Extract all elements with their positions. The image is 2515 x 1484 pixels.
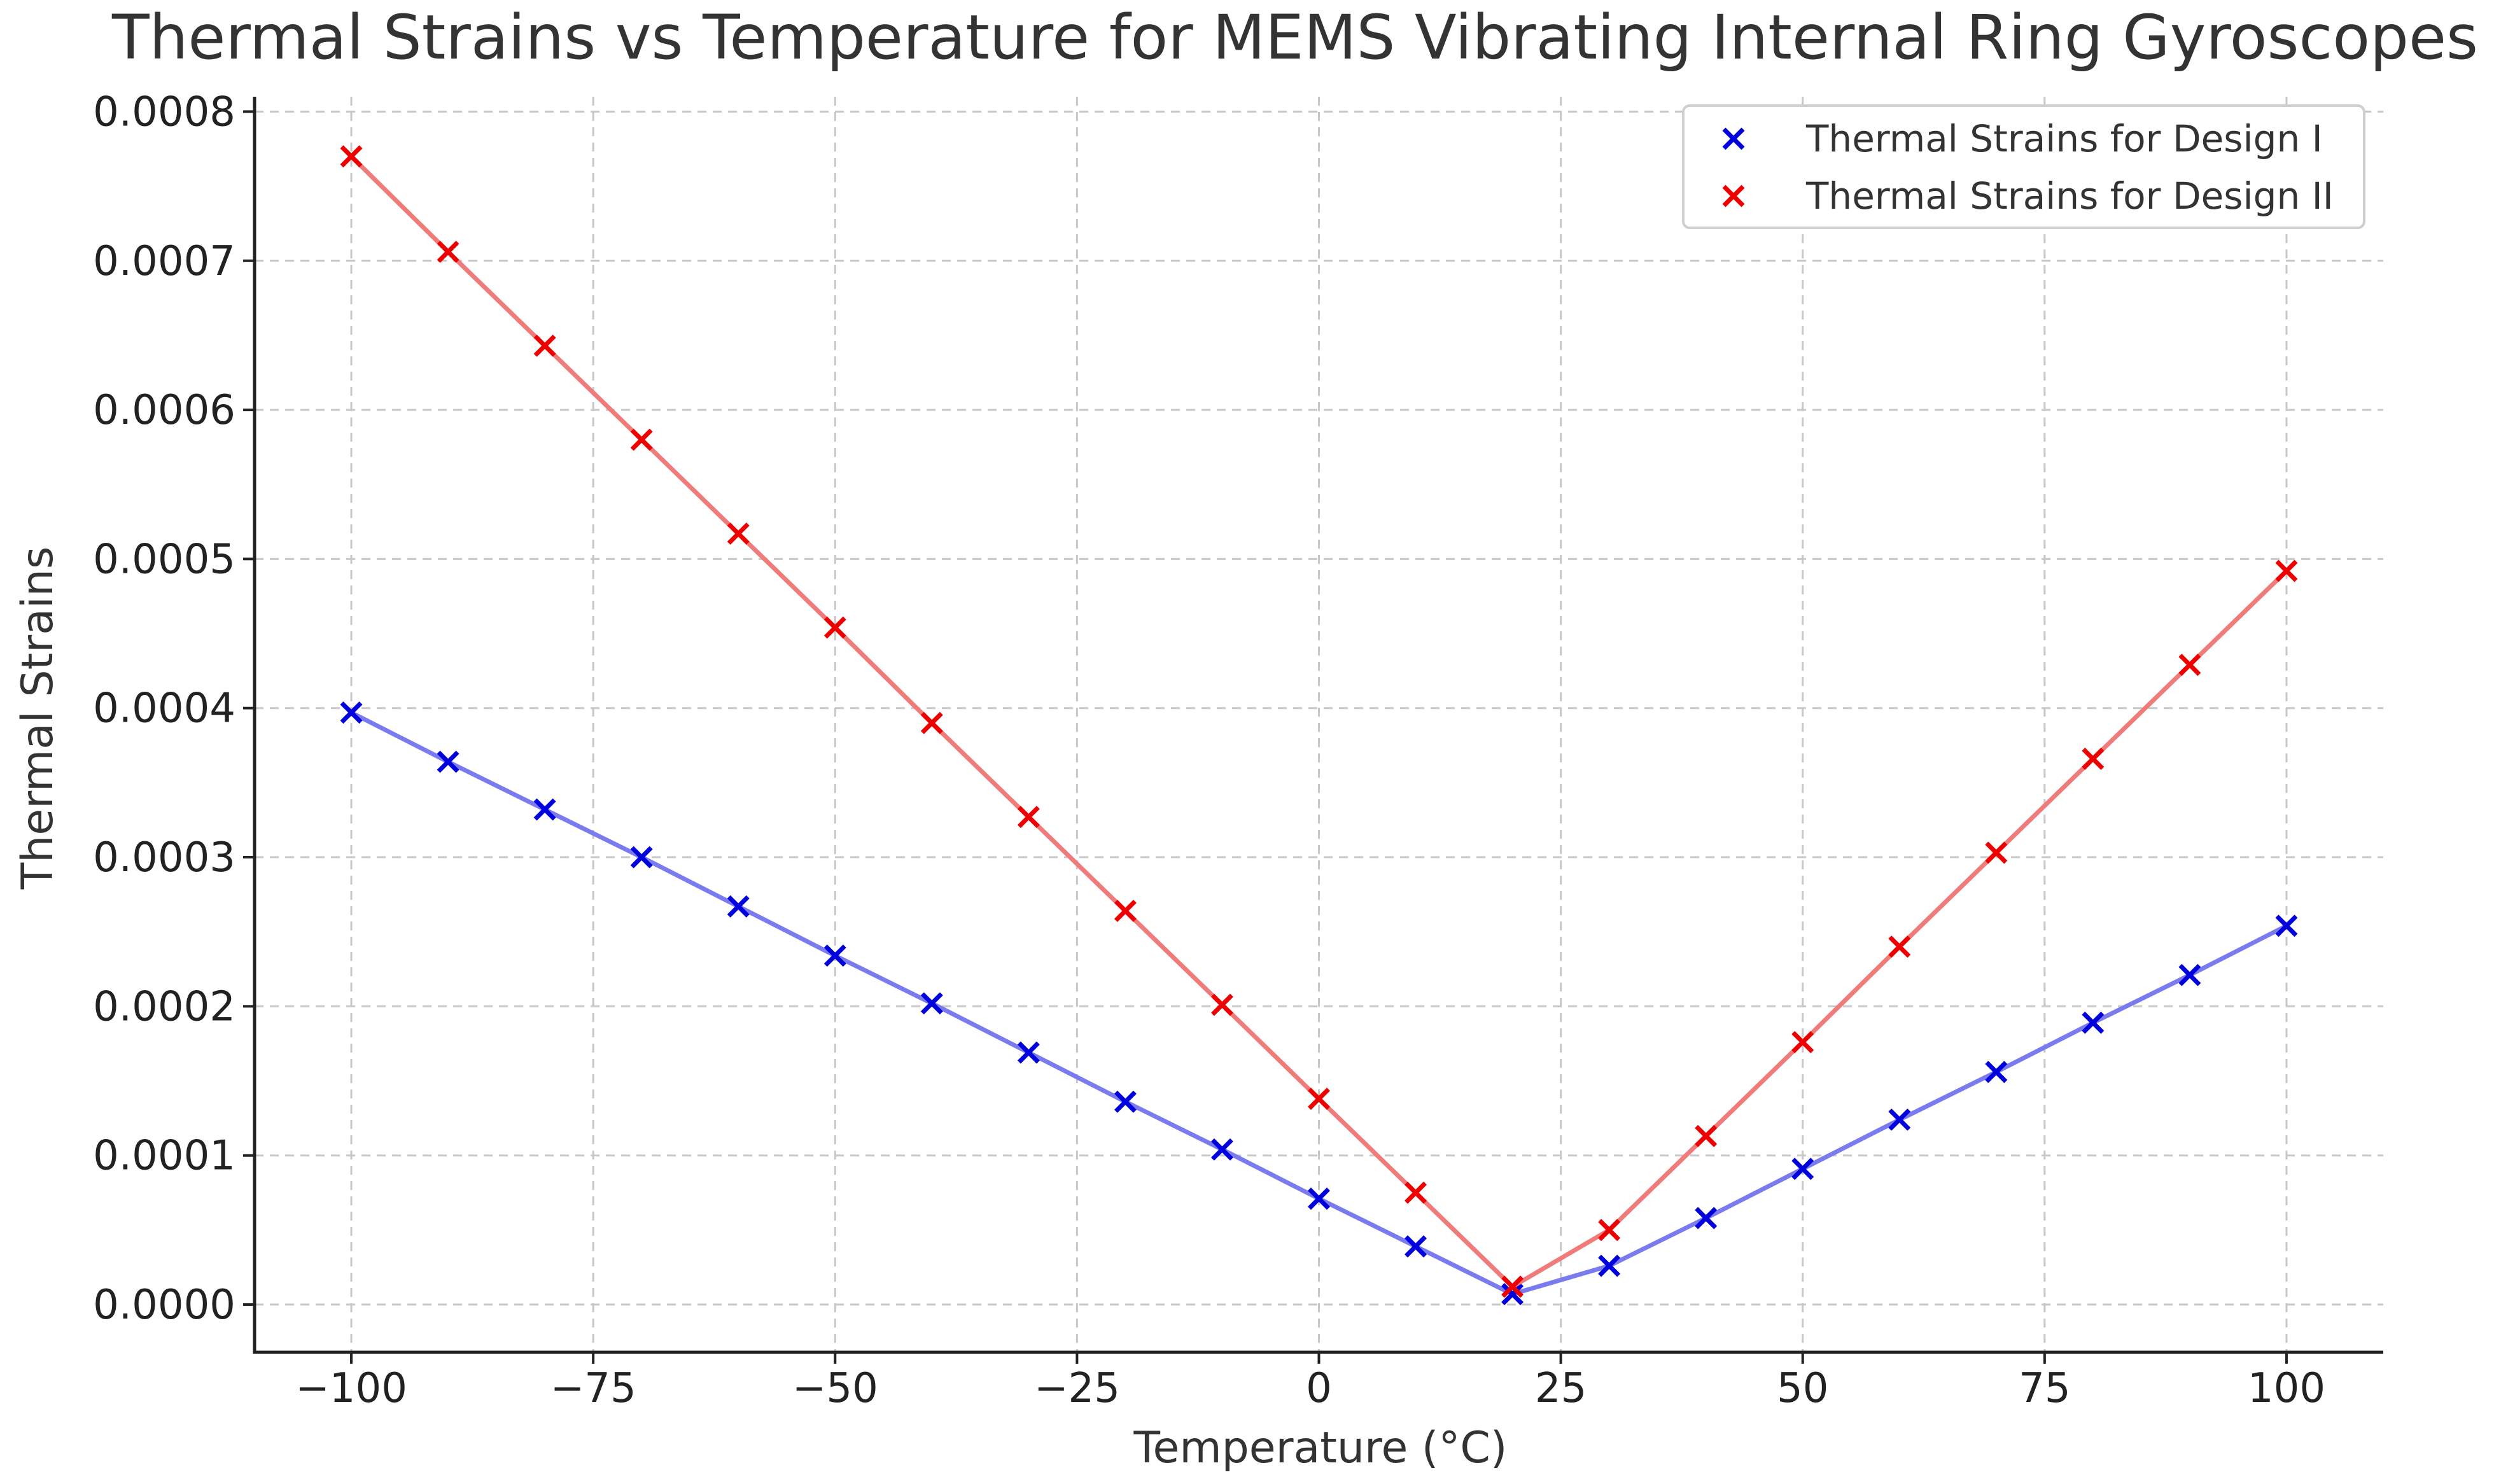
y-tick-label: 0.0005 — [93, 536, 235, 583]
data-point-marker — [2275, 559, 2298, 582]
x-tick-label: 50 — [1777, 1365, 1828, 1412]
data-point-marker — [1888, 935, 1911, 958]
data-point-marker — [1598, 1219, 1621, 1242]
data-point-marker — [1888, 1108, 1911, 1131]
data-point-marker — [533, 334, 556, 357]
y-tick-label: 0.0000 — [93, 1282, 235, 1329]
legend-marker-2 — [1722, 185, 1745, 207]
data-point-marker — [1114, 899, 1137, 922]
data-point-marker — [1791, 1031, 1814, 1054]
data-point-marker — [1308, 1088, 1330, 1110]
y-axis-label: Thermal Strains — [13, 547, 63, 890]
x-tick-label: −25 — [1034, 1365, 1120, 1412]
x-axis-label: Temperature (°C) — [1133, 1423, 1508, 1473]
y-tick-label: 0.0007 — [93, 238, 235, 285]
data-point-marker — [2178, 654, 2201, 676]
data-point-marker — [823, 944, 846, 967]
data-point-marker — [340, 145, 363, 168]
data-point-marker — [1598, 1254, 1621, 1277]
data-point-marker — [823, 616, 846, 639]
y-tick-label: 0.0003 — [93, 834, 235, 881]
chart-title: Thermal Strains vs Temperature for MEMS … — [111, 2, 2478, 73]
legend: Thermal Strains for Design I Thermal Stra… — [1682, 104, 2365, 229]
x-tick-label: −50 — [792, 1365, 878, 1412]
data-point-marker — [1501, 1275, 1524, 1298]
legend-box — [1682, 104, 2365, 229]
grid-layer — [255, 97, 2383, 1352]
axes-spines — [253, 97, 2383, 1354]
x-tick-label: −100 — [295, 1365, 407, 1412]
x-tick-label: 100 — [2248, 1365, 2325, 1412]
axes-layer: −100 −75 −50 −25 0 25 50 75 100 0.0000 0.0001 0.000… — [93, 88, 2383, 1412]
data-point-marker — [1308, 1187, 1330, 1210]
data-point-marker — [630, 846, 653, 869]
y-tick-label: 0.0006 — [93, 387, 235, 434]
data-point-marker — [920, 992, 943, 1015]
data-point-marker — [1985, 841, 2008, 864]
data-point-marker — [1501, 1283, 1524, 1306]
data-point-marker — [1210, 993, 1233, 1016]
y-tick-label: 0.0004 — [93, 685, 235, 732]
data-point-marker — [533, 798, 556, 821]
y-tick-label: 0.0001 — [93, 1133, 235, 1180]
y-tick-label: 0.0008 — [93, 88, 235, 136]
x-tick-label: 25 — [1535, 1365, 1587, 1412]
data-point-marker — [1985, 1060, 2008, 1083]
legend-marker-1 — [1722, 127, 1745, 150]
x-tick-label: 75 — [2019, 1365, 2070, 1412]
data-point-marker — [727, 522, 750, 545]
data-point-marker — [2082, 1011, 2105, 1034]
data-point-marker — [920, 711, 943, 734]
data-point-marker — [2082, 747, 2105, 770]
data-point-marker — [2275, 914, 2298, 937]
data-point-marker — [1210, 1138, 1233, 1161]
data-point-marker — [1405, 1181, 1427, 1204]
data-point-marker — [1695, 1207, 1718, 1229]
series-layer — [340, 145, 2298, 1306]
data-point-marker — [1791, 1158, 1814, 1180]
data-point-marker — [1405, 1235, 1427, 1258]
data-point-marker — [2178, 963, 2201, 986]
data-point-marker — [1114, 1090, 1137, 1113]
data-point-marker — [1017, 806, 1040, 829]
data-point-marker — [340, 701, 363, 724]
data-point-marker — [1017, 1041, 1040, 1064]
legend-label-2: Thermal Strains for Design II — [1805, 174, 2334, 218]
data-point-marker — [437, 241, 459, 263]
legend-label-1: Thermal Strains for Design I — [1805, 117, 2323, 160]
data-point-marker — [437, 750, 459, 773]
data-point-marker — [630, 428, 653, 451]
data-point-marker — [727, 895, 750, 918]
y-tick-label: 0.0002 — [93, 983, 235, 1030]
data-point-marker — [1695, 1124, 1718, 1147]
x-tick-label: −75 — [550, 1365, 636, 1412]
x-tick-label: 0 — [1306, 1365, 1332, 1412]
